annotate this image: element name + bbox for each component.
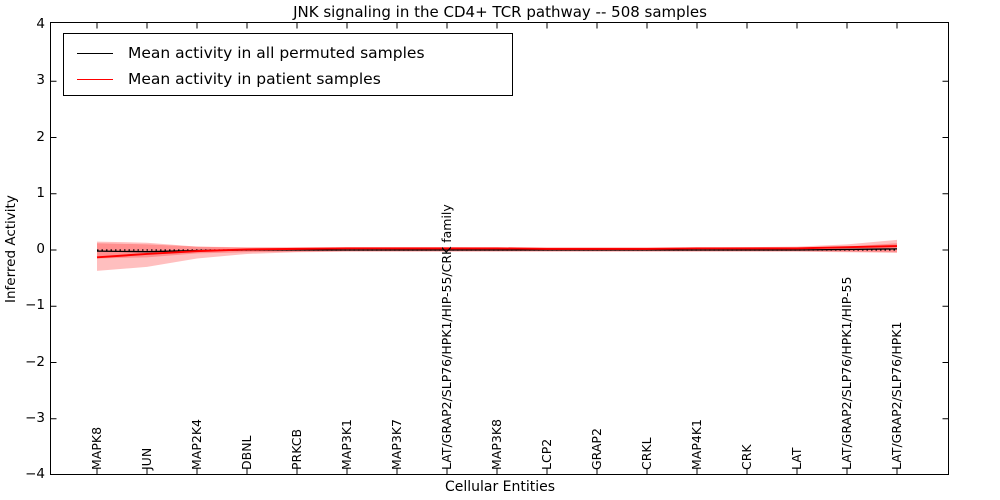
x-tick-label: DBNL <box>239 435 254 470</box>
y-tick-label: −4 <box>25 466 45 482</box>
legend-item: Mean activity in patient samples <box>64 66 512 92</box>
legend-line-sample <box>77 52 113 54</box>
legend-label: Mean activity in patient samples <box>128 70 381 88</box>
plot-svg <box>51 23 948 474</box>
y-tick-label: −3 <box>25 409 45 426</box>
x-tick-label: MAP3K7 <box>389 419 404 470</box>
legend: Mean activity in all permuted samples Mea… <box>63 33 513 96</box>
x-tick-label: CRK <box>739 444 754 470</box>
x-tick-label: LAT/GRAP2/SLP76/HPK1/HIP-55 <box>839 276 854 470</box>
x-tick-label: MAP2K4 <box>189 419 204 470</box>
x-tick-label: MAP3K1 <box>339 419 354 470</box>
x-tick-label: LAT/GRAP2/SLP76/HPK1 <box>889 321 904 470</box>
y-tick-label: −2 <box>25 353 45 370</box>
x-tick-label: LCP2 <box>539 438 554 470</box>
x-tick-label: GRAP2 <box>589 428 604 470</box>
x-tick-label: MAP3K8 <box>489 419 504 470</box>
y-tick-label: 1 <box>36 184 45 201</box>
chart-title: JNK signaling in the CD4+ TCR pathway --… <box>293 3 707 21</box>
x-tick-label: MAP4K1 <box>689 419 704 470</box>
x-axis-label: Cellular Entities <box>444 479 556 495</box>
x-tick-label: MAPK8 <box>89 426 104 470</box>
x-tick-label: LAT/GRAP2/SLP76/HPK1/HIP-55/CRK family <box>439 204 454 470</box>
y-tick-label: 4 <box>36 16 45 32</box>
confidence-band-1 <box>97 239 897 271</box>
legend-line-sample <box>77 78 113 80</box>
x-tick-label: JUN <box>139 447 154 470</box>
x-tick-label: LAT <box>789 447 804 470</box>
legend-item: Mean activity in all permuted samples <box>64 40 512 66</box>
x-tick-label: CRKL <box>639 437 654 470</box>
y-tick-label: 2 <box>36 128 45 145</box>
legend-label: Mean activity in all permuted samples <box>128 44 425 62</box>
y-tick-label: 3 <box>36 72 45 89</box>
x-tick-label: PRKCB <box>289 428 304 470</box>
y-tick-label: −1 <box>25 297 45 314</box>
mean-line-1 <box>96 245 898 259</box>
plot-area <box>50 22 949 475</box>
y-tick-label: 0 <box>36 241 45 257</box>
